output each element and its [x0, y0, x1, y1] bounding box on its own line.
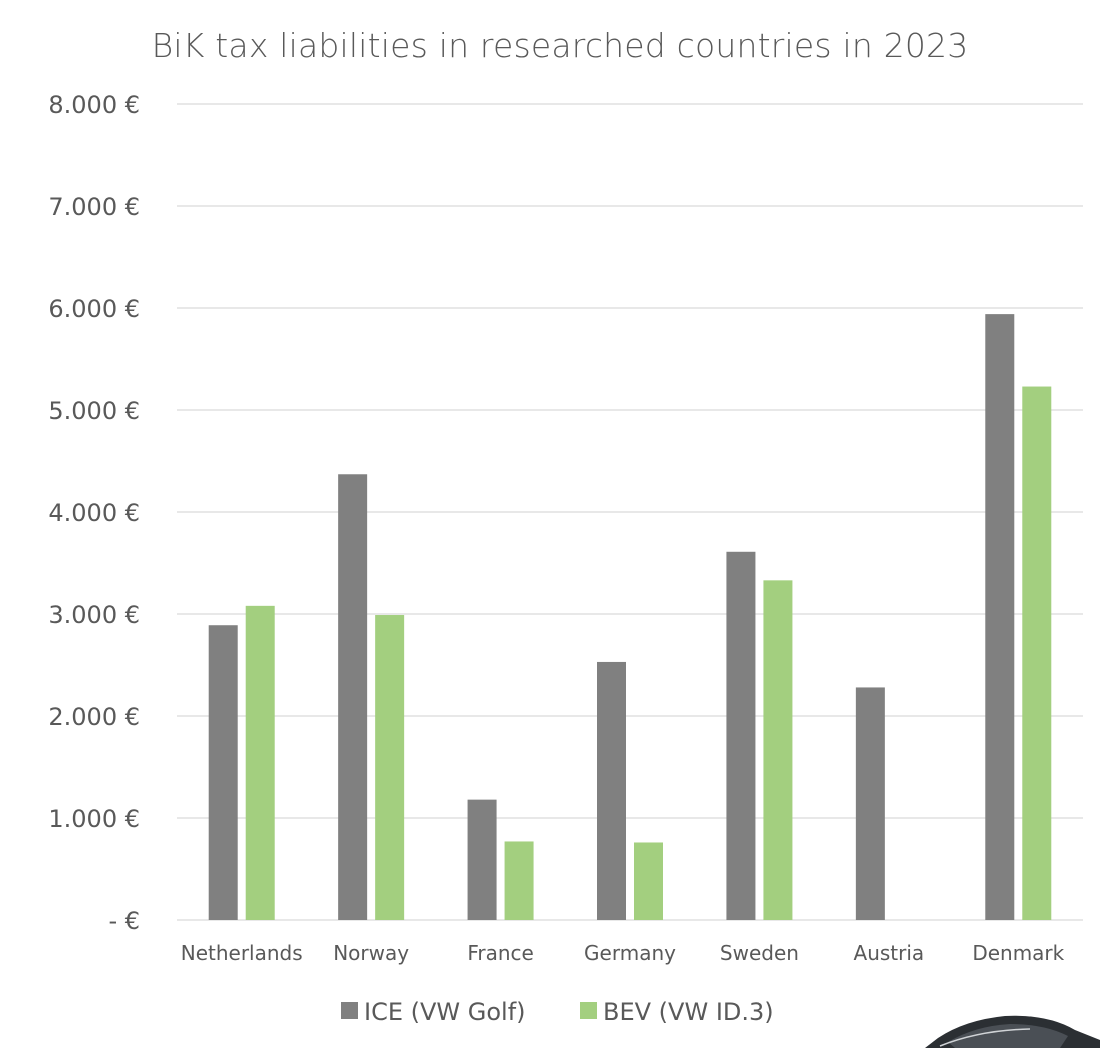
legend-swatch-ice: [341, 1002, 358, 1019]
legend-label-bev: BEV (VW ID.3): [603, 998, 774, 1026]
x-category-label: Germany: [584, 941, 676, 965]
y-tick-label: 8.000 €: [48, 91, 140, 119]
y-tick-label: 7.000 €: [48, 193, 140, 221]
car-highlight: [939, 1028, 1031, 1047]
x-category-label: Netherlands: [181, 941, 303, 965]
bar-bev-sweden: [763, 580, 793, 920]
legend-swatch-bev: [580, 1002, 597, 1019]
y-tick-label: - €: [108, 907, 140, 935]
y-tick-label: 5.000 €: [48, 397, 140, 425]
bar-bev-norway: [375, 615, 405, 920]
y-tick-label: 2.000 €: [48, 703, 140, 731]
x-category-label: Denmark: [972, 941, 1064, 965]
x-axis-category-labels: Netherlands Norway France Germany Sweden Aust…: [181, 941, 1065, 965]
y-tick-label: 6.000 €: [48, 295, 140, 323]
x-category-label: Norway: [333, 941, 409, 965]
bar-bev-netherlands: [245, 605, 275, 920]
bar-bev-france: [504, 841, 534, 920]
x-category-label: Sweden: [720, 941, 799, 965]
car-window: [948, 1024, 1068, 1048]
bar-bev-denmark: [1022, 386, 1052, 920]
bar-bev-germany: [634, 842, 663, 920]
legend: ICE (VW Golf) BEV (VW ID.3): [341, 998, 774, 1026]
x-category-label: Austria: [854, 941, 925, 965]
y-axis-tick-labels: - € 1.000 € 2.000 € 3.000 € 4.000 € 5.000 € 6.…: [48, 91, 140, 935]
bars: [208, 314, 1052, 920]
x-category-label: France: [467, 941, 534, 965]
chart-title: BiK tax liabilities in researched countr…: [151, 26, 969, 65]
bar-ice-norway: [338, 474, 368, 920]
bar-ice-denmark: [985, 314, 1015, 920]
bar-ice-france: [467, 799, 497, 920]
y-tick-label: 1.000 €: [48, 805, 140, 833]
bar-ice-austria: [855, 687, 885, 920]
legend-label-ice: ICE (VW Golf): [364, 998, 526, 1026]
car-image: [925, 1015, 1100, 1048]
gridlines: [177, 103, 1083, 921]
bar-ice-netherlands: [208, 625, 238, 920]
y-tick-label: 3.000 €: [48, 601, 140, 629]
bar-ice-sweden: [726, 551, 756, 920]
y-tick-label: 4.000 €: [48, 499, 140, 527]
bar-ice-germany: [597, 661, 626, 920]
